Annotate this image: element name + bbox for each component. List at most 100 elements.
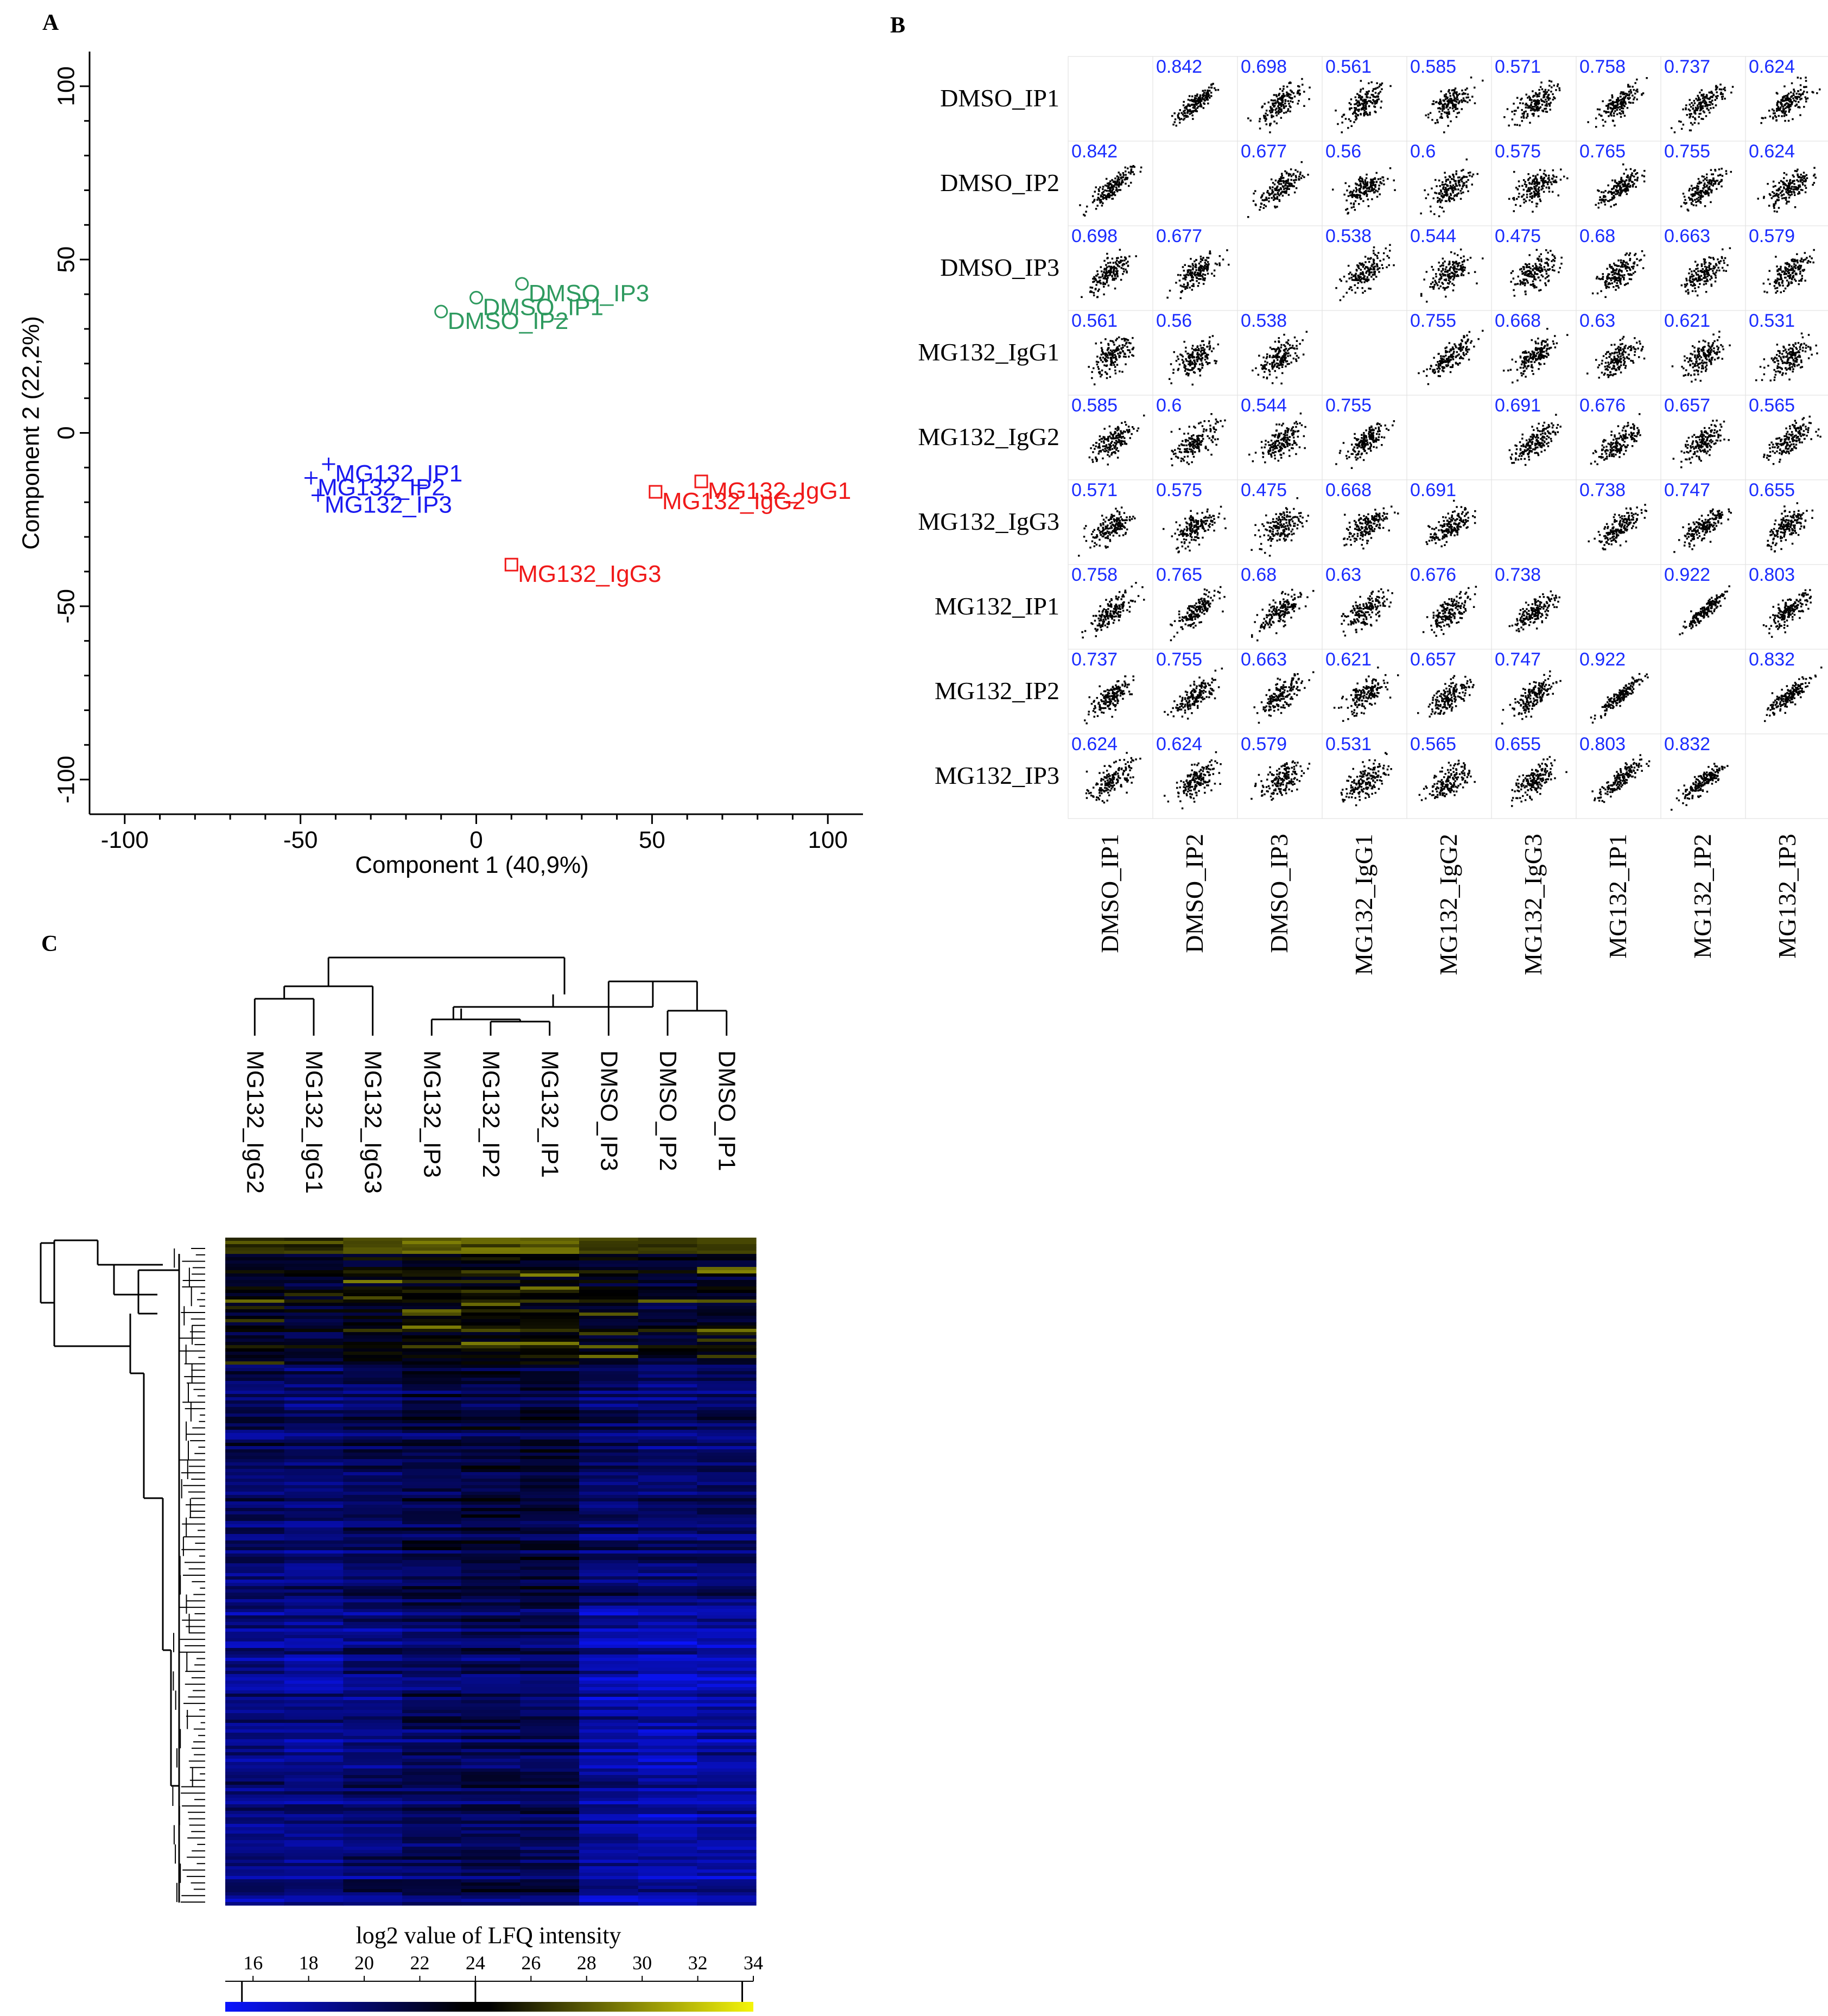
heatmap-cell <box>225 1772 285 1776</box>
heatmap-cell <box>697 1821 757 1824</box>
heatmap-cell <box>284 1723 344 1727</box>
heatmap-cell <box>520 1381 580 1385</box>
heatmap-cell <box>697 1531 757 1535</box>
matrix-cell <box>1322 141 1407 226</box>
heatmap-cell <box>638 1316 697 1320</box>
heatmap-cell <box>697 1638 757 1642</box>
heatmap-cell <box>697 1280 757 1284</box>
heatmap-cell <box>638 1534 697 1538</box>
heatmap-cell <box>461 1537 521 1541</box>
heatmap-cell <box>225 1374 285 1378</box>
heatmap-cell <box>402 1270 462 1274</box>
heatmap-cell <box>579 1417 639 1421</box>
heatmap-cell <box>402 1700 462 1704</box>
heatmap-cell <box>520 1899 580 1903</box>
heatmap-cell <box>225 1785 285 1789</box>
heatmap-cell <box>638 1371 697 1375</box>
scatter-points <box>1673 508 1732 553</box>
heatmap-cell <box>520 1475 580 1479</box>
heatmap-cell <box>402 1492 462 1495</box>
heatmap-cell <box>579 1407 639 1411</box>
heatmap-cell <box>638 1856 697 1860</box>
heatmap-cell <box>638 1827 697 1831</box>
heatmap-cell <box>579 1488 639 1492</box>
heatmap-cell <box>520 1427 580 1430</box>
heatmap-cell <box>520 1593 580 1596</box>
heatmap-cell <box>402 1540 462 1544</box>
scatter-points <box>1332 167 1396 215</box>
heatmap-cell <box>402 1290 462 1294</box>
heatmap-cell <box>579 1641 639 1645</box>
heatmap-cell <box>284 1775 344 1779</box>
heatmap-cell <box>343 1316 403 1320</box>
heatmap-cell <box>402 1567 462 1570</box>
heatmap-cell <box>697 1427 757 1430</box>
heatmap-cell <box>402 1723 462 1727</box>
heatmap-cell <box>225 1299 285 1303</box>
heatmap-column-label: MG132_IgG1 <box>301 1050 327 1194</box>
heatmap-cell <box>697 1654 757 1658</box>
heatmap-cell <box>225 1729 285 1733</box>
heatmap-cell <box>697 1628 757 1632</box>
matrix-column-labels: DMSO_IP1 DMSO_IP2 DMSO_IP3 MG132_IgG1 MG132_… <box>1096 834 1801 975</box>
heatmap-cell <box>520 1482 580 1486</box>
heatmap-cell <box>461 1540 521 1544</box>
scatter-points <box>1335 80 1392 134</box>
correlation-value: 0.6 <box>1410 141 1436 162</box>
heatmap-cell <box>579 1690 639 1694</box>
heatmap-cell <box>638 1352 697 1355</box>
heatmap-cell <box>579 1814 639 1818</box>
heatmap-cell <box>638 1384 697 1388</box>
heatmap-cell <box>402 1309 462 1313</box>
heatmap-cell <box>520 1495 580 1499</box>
heatmap-cell <box>579 1804 639 1808</box>
heatmap-cell <box>638 1606 697 1609</box>
heatmap-cell <box>461 1619 521 1622</box>
heatmap-cell <box>461 1283 521 1287</box>
heatmap-cell <box>520 1303 580 1307</box>
heatmap-cell <box>461 1488 521 1492</box>
heatmap-cell <box>697 1260 757 1264</box>
heatmap-cell <box>225 1238 285 1241</box>
heatmap-cell <box>638 1303 697 1307</box>
heatmap-cell <box>697 1798 757 1802</box>
scatter-points <box>1341 588 1393 637</box>
heatmap-cell <box>402 1280 462 1284</box>
heatmap-cell <box>343 1814 403 1818</box>
heatmap-cell <box>461 1625 521 1629</box>
heatmap-cell <box>461 1811 521 1815</box>
heatmap-cell <box>638 1589 697 1593</box>
heatmap-cell <box>343 1768 403 1772</box>
heatmap-cell <box>638 1381 697 1385</box>
heatmap-cell <box>697 1892 757 1896</box>
matrix-cell <box>1406 395 1492 480</box>
scatter-points <box>1671 763 1729 811</box>
heatmap-cell <box>461 1241 521 1245</box>
heatmap-cell <box>579 1713 639 1717</box>
heatmap-cell <box>697 1850 757 1854</box>
heatmap-cell <box>343 1664 403 1668</box>
heatmap-cell <box>461 1514 521 1518</box>
heatmap-cell <box>520 1567 580 1570</box>
heatmap-cell <box>638 1514 697 1518</box>
heatmap-cell <box>638 1332 697 1336</box>
heatmap-cell <box>461 1316 521 1320</box>
colorbar-tick-label: 20 <box>354 1952 374 1974</box>
heatmap-cell <box>343 1433 403 1437</box>
heatmap-cell <box>638 1443 697 1447</box>
heatmap-cell <box>638 1456 697 1460</box>
correlation-value: 0.691 <box>1410 480 1456 500</box>
heatmap-cell <box>343 1427 403 1430</box>
row-dendrogram <box>40 1239 205 1903</box>
heatmap-cell <box>638 1508 697 1512</box>
heatmap-cell <box>638 1860 697 1863</box>
heatmap-cell <box>638 1368 697 1372</box>
heatmap-cell <box>284 1554 344 1557</box>
heatmap-cell <box>697 1521 757 1525</box>
heatmap-cell <box>520 1361 580 1365</box>
matrix-cell <box>1068 479 1153 565</box>
heatmap-cell <box>697 1270 757 1274</box>
correlation-value: 0.832 <box>1749 649 1795 670</box>
heatmap-cell <box>520 1902 580 1906</box>
heatmap-cell <box>638 1586 697 1590</box>
